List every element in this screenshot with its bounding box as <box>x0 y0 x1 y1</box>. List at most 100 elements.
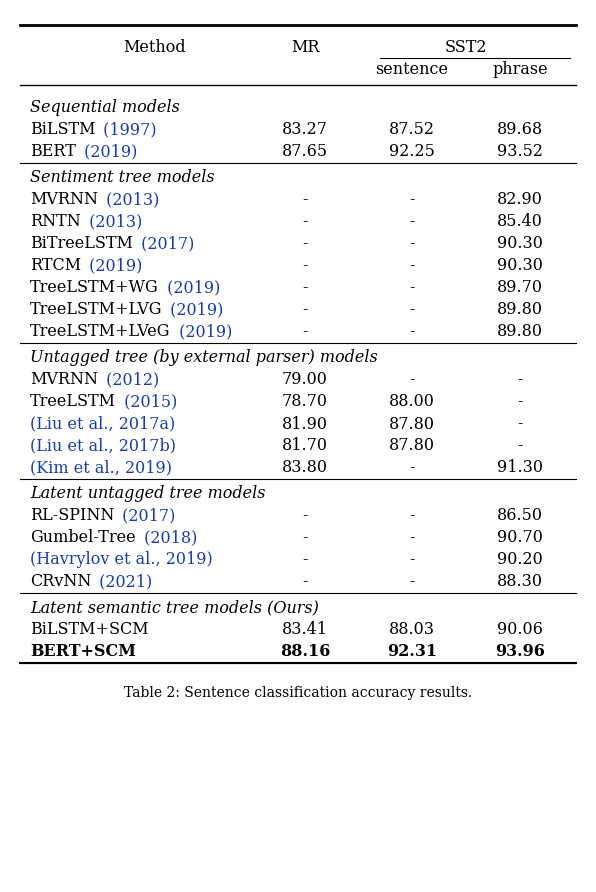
Text: 82.90: 82.90 <box>497 192 543 209</box>
Text: BERT+SCM: BERT+SCM <box>30 643 136 660</box>
Text: -: - <box>409 279 415 296</box>
Text: Sequential models: Sequential models <box>30 100 180 117</box>
Text: (1997): (1997) <box>98 121 157 138</box>
Text: Gumbel-Tree: Gumbel-Tree <box>30 530 136 547</box>
Text: Latent semantic tree models (Ours): Latent semantic tree models (Ours) <box>30 599 319 616</box>
Text: 88.03: 88.03 <box>389 622 435 639</box>
Text: phrase: phrase <box>492 61 548 78</box>
Text: BERT: BERT <box>30 144 76 161</box>
Text: Latent untagged tree models: Latent untagged tree models <box>30 485 265 502</box>
Text: -: - <box>517 393 523 410</box>
Text: -: - <box>409 324 415 341</box>
Text: 91.30: 91.30 <box>497 459 543 476</box>
Text: (2019): (2019) <box>162 279 220 296</box>
Text: 90.20: 90.20 <box>497 551 543 568</box>
Text: -: - <box>409 574 415 591</box>
Text: 89.70: 89.70 <box>497 279 543 296</box>
Text: -: - <box>302 551 308 568</box>
Text: -: - <box>409 530 415 547</box>
Text: 87.80: 87.80 <box>389 416 435 433</box>
Text: 90.06: 90.06 <box>497 622 543 639</box>
Text: 78.70: 78.70 <box>282 393 328 410</box>
Text: 88.00: 88.00 <box>389 393 435 410</box>
Text: 90.30: 90.30 <box>497 258 543 275</box>
Text: -: - <box>302 324 308 341</box>
Text: 83.27: 83.27 <box>282 121 328 138</box>
Text: CRvNN: CRvNN <box>30 574 91 591</box>
Text: (Liu et al., 2017a): (Liu et al., 2017a) <box>30 416 175 433</box>
Text: 81.70: 81.70 <box>282 437 328 455</box>
Text: (2013): (2013) <box>101 192 159 209</box>
Text: (Kim et al., 2019): (Kim et al., 2019) <box>30 459 172 476</box>
Text: 89.80: 89.80 <box>497 301 543 318</box>
Text: -: - <box>517 416 523 433</box>
Text: RNTN: RNTN <box>30 213 80 230</box>
Text: sentence: sentence <box>375 61 449 78</box>
Text: -: - <box>302 279 308 296</box>
Text: 90.30: 90.30 <box>497 235 543 252</box>
Text: (2017): (2017) <box>136 235 194 252</box>
Text: -: - <box>302 301 308 318</box>
Text: -: - <box>409 213 415 230</box>
Text: -: - <box>409 192 415 209</box>
Text: 93.52: 93.52 <box>497 144 543 161</box>
Text: -: - <box>517 371 523 389</box>
Text: MVRNN: MVRNN <box>30 192 98 209</box>
Text: MVRNN: MVRNN <box>30 371 98 389</box>
Text: TreeLSTM+LVeG: TreeLSTM+LVeG <box>30 324 170 341</box>
Text: (2013): (2013) <box>84 213 142 230</box>
Text: 86.50: 86.50 <box>497 508 543 524</box>
Text: TreeLSTM+LVG: TreeLSTM+LVG <box>30 301 163 318</box>
Text: 83.80: 83.80 <box>282 459 328 476</box>
Text: 87.80: 87.80 <box>389 437 435 455</box>
Text: (2017): (2017) <box>117 508 176 524</box>
Text: (Havrylov et al., 2019): (Havrylov et al., 2019) <box>30 551 213 568</box>
Text: (2019): (2019) <box>173 324 232 341</box>
Text: 88.30: 88.30 <box>497 574 543 591</box>
Text: 85.40: 85.40 <box>497 213 543 230</box>
Text: 87.65: 87.65 <box>282 144 328 161</box>
Text: TreeLSTM+WG: TreeLSTM+WG <box>30 279 159 296</box>
Text: (2012): (2012) <box>101 371 159 389</box>
Text: -: - <box>409 235 415 252</box>
Text: -: - <box>302 574 308 591</box>
Text: (2019): (2019) <box>79 144 137 161</box>
Text: -: - <box>302 258 308 275</box>
Text: (2021): (2021) <box>94 574 153 591</box>
Text: -: - <box>409 551 415 568</box>
Text: (2018): (2018) <box>139 530 197 547</box>
Text: 83.41: 83.41 <box>282 622 328 639</box>
Text: MR: MR <box>291 38 319 55</box>
Text: -: - <box>302 530 308 547</box>
Text: RTCM: RTCM <box>30 258 81 275</box>
Text: BiLSTM+SCM: BiLSTM+SCM <box>30 622 148 639</box>
Text: 79.00: 79.00 <box>282 371 328 389</box>
Text: 92.31: 92.31 <box>387 643 437 660</box>
Text: TreeLSTM: TreeLSTM <box>30 393 116 410</box>
Text: -: - <box>409 258 415 275</box>
Text: BiLSTM: BiLSTM <box>30 121 95 138</box>
Text: -: - <box>302 508 308 524</box>
Text: (2019): (2019) <box>166 301 224 318</box>
Text: BiTreeLSTM: BiTreeLSTM <box>30 235 133 252</box>
Text: -: - <box>409 371 415 389</box>
Text: Method: Method <box>124 38 187 55</box>
Text: 93.96: 93.96 <box>495 643 545 660</box>
Text: -: - <box>409 301 415 318</box>
Text: Table 2: Sentence classification accuracy results.: Table 2: Sentence classification accurac… <box>124 686 472 700</box>
Text: 88.16: 88.16 <box>280 643 330 660</box>
Text: 81.90: 81.90 <box>282 416 328 433</box>
Text: (2019): (2019) <box>84 258 142 275</box>
Text: 92.25: 92.25 <box>389 144 435 161</box>
Text: -: - <box>409 508 415 524</box>
Text: 89.68: 89.68 <box>497 121 543 138</box>
Text: 87.52: 87.52 <box>389 121 435 138</box>
Text: Untagged tree (by external parser) models: Untagged tree (by external parser) model… <box>30 350 378 367</box>
Text: 90.70: 90.70 <box>497 530 543 547</box>
Text: (2015): (2015) <box>119 393 178 410</box>
Text: SST2: SST2 <box>445 38 488 55</box>
Text: RL-SPINN: RL-SPINN <box>30 508 114 524</box>
Text: Sentiment tree models: Sentiment tree models <box>30 169 215 186</box>
Text: (Liu et al., 2017b): (Liu et al., 2017b) <box>30 437 176 455</box>
Text: -: - <box>302 192 308 209</box>
